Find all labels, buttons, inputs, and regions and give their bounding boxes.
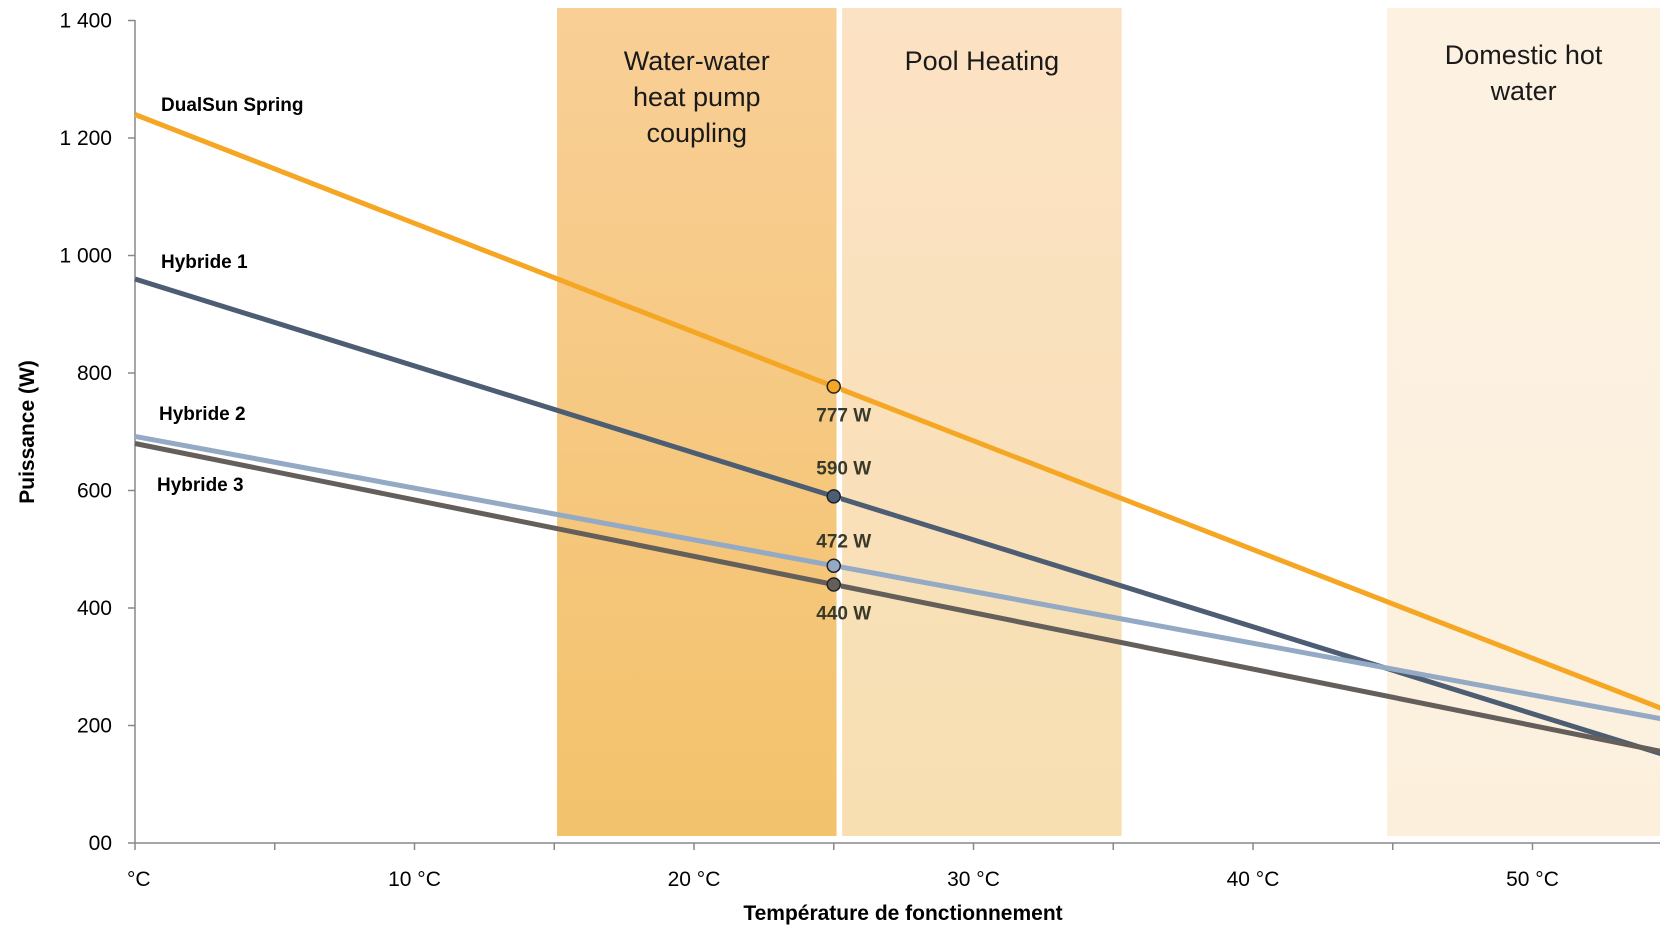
marker-hybride-3 <box>826 577 841 592</box>
axes: 00 200 400 600 800 1 000 1 200 1 400 °C 10 °C 20 … <box>16 10 1660 925</box>
y-tick-label: 200 <box>77 715 112 738</box>
marker-dualsun-spring <box>826 379 841 394</box>
y-ticks: 00 200 400 600 800 1 000 1 200 1 400 <box>59 10 135 855</box>
x-tick-label: 50 °C <box>1506 868 1559 891</box>
value-label-hybride-3: 440 W <box>816 604 871 625</box>
x-ticks: °C 10 °C 20 °C 30 °C 40 °C 50 °C <box>127 843 1559 891</box>
y-tick-label: 00 <box>89 832 112 855</box>
zone-band-domestic-hot-water <box>1387 8 1660 836</box>
series-label-hybride-1: Hybride 1 <box>161 252 248 273</box>
x-tick-label: °C <box>127 868 151 891</box>
y-tick-label: 400 <box>77 597 112 620</box>
y-tick-label: 600 <box>77 480 112 503</box>
marker-hybride-1 <box>826 489 841 504</box>
value-label-hybride-1: 590 W <box>816 458 871 479</box>
value-label-hybride-2: 472 W <box>816 532 871 553</box>
x-tick-label: 40 °C <box>1227 868 1280 891</box>
y-tick-label: 1 200 <box>59 127 112 150</box>
zone-band-water-water-heat-pump-coupling <box>557 8 837 836</box>
series-label-hybride-3: Hybride 3 <box>157 475 244 496</box>
value-label-dualsun-spring: 777 W <box>816 406 871 427</box>
zone-label-pool-heating: Pool Heating <box>905 46 1060 76</box>
zone-label-water-water-heat-pump-coupling: coupling <box>647 118 748 148</box>
x-axis-title: Température de fonctionnement <box>743 902 1062 925</box>
series-label-dualsun-spring: DualSun Spring <box>161 95 304 116</box>
series-labels: DualSun Spring Hybride 1 Hybride 2 Hybri… <box>157 95 304 496</box>
series-label-hybride-2: Hybride 2 <box>159 404 246 425</box>
zone-label-domestic-hot-water: water <box>1490 76 1557 106</box>
x-tick-label: 10 °C <box>388 868 441 891</box>
y-tick-label: 1 400 <box>59 10 112 33</box>
y-axis-title: Puissance (W) <box>16 360 39 504</box>
y-tick-label: 800 <box>77 362 112 385</box>
marker-hybride-2 <box>826 558 841 573</box>
zone-bands: Water-water heat pump coupling Pool Heating… <box>557 8 1660 836</box>
zone-label-domestic-hot-water: Domestic hot <box>1445 40 1603 70</box>
zone-band-pool-heating <box>842 8 1122 836</box>
zone-label-water-water-heat-pump-coupling: heat pump <box>633 82 761 112</box>
x-tick-label: 20 °C <box>668 868 721 891</box>
y-tick-label: 1 000 <box>59 245 112 268</box>
series-markers: 777 W 590 W 472 W 440 W <box>816 379 871 625</box>
x-tick-label: 30 °C <box>947 868 1000 891</box>
zone-label-water-water-heat-pump-coupling: Water-water <box>624 46 770 76</box>
